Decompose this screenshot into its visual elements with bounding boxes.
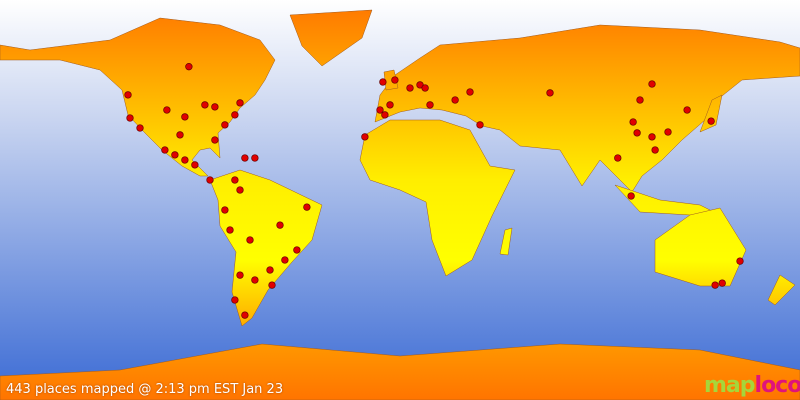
place-marker[interactable] [707,117,715,125]
place-marker[interactable] [281,256,289,264]
place-marker[interactable] [648,133,656,141]
place-marker[interactable] [231,296,239,304]
place-marker[interactable] [231,111,239,119]
place-marker[interactable] [206,176,214,184]
place-marker[interactable] [251,154,259,162]
place-marker[interactable] [176,131,184,139]
japan [699,94,723,133]
place-marker[interactable] [293,246,301,254]
greenland [289,9,373,67]
place-marker[interactable] [664,128,672,136]
place-marker[interactable] [236,186,244,194]
places-mapped-caption: 443 places mapped @ 2:13 pm EST Jan 23 [6,382,284,397]
place-marker[interactable] [185,63,193,71]
madagascar [499,227,513,256]
place-marker[interactable] [211,103,219,111]
place-marker[interactable] [231,176,239,184]
africa [359,119,516,277]
new-zealand [767,274,796,306]
place-marker[interactable] [629,118,637,126]
logo-loco: loco [754,373,800,398]
place-marker[interactable] [163,106,171,114]
place-marker[interactable] [633,129,641,137]
place-marker[interactable] [221,206,229,214]
logo-map: map [704,373,756,398]
place-marker[interactable] [426,101,434,109]
place-marker[interactable] [381,111,389,119]
place-marker[interactable] [614,154,622,162]
place-marker[interactable] [241,311,249,319]
place-marker[interactable] [421,84,429,92]
south-america [209,169,323,327]
place-marker[interactable] [466,88,474,96]
place-marker[interactable] [246,236,254,244]
place-markers [124,63,744,319]
place-marker[interactable] [361,133,369,141]
place-marker[interactable] [451,96,459,104]
place-marker[interactable] [124,91,132,99]
place-marker[interactable] [711,281,719,289]
place-marker[interactable] [276,221,284,229]
place-marker[interactable] [683,106,691,114]
place-marker[interactable] [391,76,399,84]
place-marker[interactable] [736,257,744,265]
place-marker[interactable] [221,121,229,129]
place-marker[interactable] [181,156,189,164]
place-marker[interactable] [627,192,635,200]
place-marker[interactable] [126,114,134,122]
place-marker[interactable] [476,121,484,129]
place-marker[interactable] [651,146,659,154]
australia [654,207,747,287]
antarctica [0,343,800,400]
place-marker[interactable] [191,161,199,169]
place-marker[interactable] [303,203,311,211]
place-marker[interactable] [406,84,414,92]
place-marker[interactable] [181,113,189,121]
place-marker[interactable] [201,101,209,109]
place-marker[interactable] [718,279,726,287]
place-marker[interactable] [546,89,554,97]
place-marker[interactable] [236,99,244,107]
place-marker[interactable] [211,136,219,144]
place-marker[interactable] [386,101,394,109]
place-marker[interactable] [268,281,276,289]
place-marker[interactable] [241,154,249,162]
place-marker[interactable] [636,96,644,104]
place-marker[interactable] [376,106,384,114]
place-marker[interactable] [226,226,234,234]
place-marker[interactable] [136,124,144,132]
place-marker[interactable] [236,271,244,279]
place-marker[interactable] [161,146,169,154]
maploco-logo[interactable]: maploco [704,373,800,398]
north-america [0,17,276,177]
place-marker[interactable] [171,151,179,159]
place-marker[interactable] [379,78,387,86]
place-marker[interactable] [648,80,656,88]
place-marker[interactable] [251,276,259,284]
place-marker[interactable] [266,266,274,274]
